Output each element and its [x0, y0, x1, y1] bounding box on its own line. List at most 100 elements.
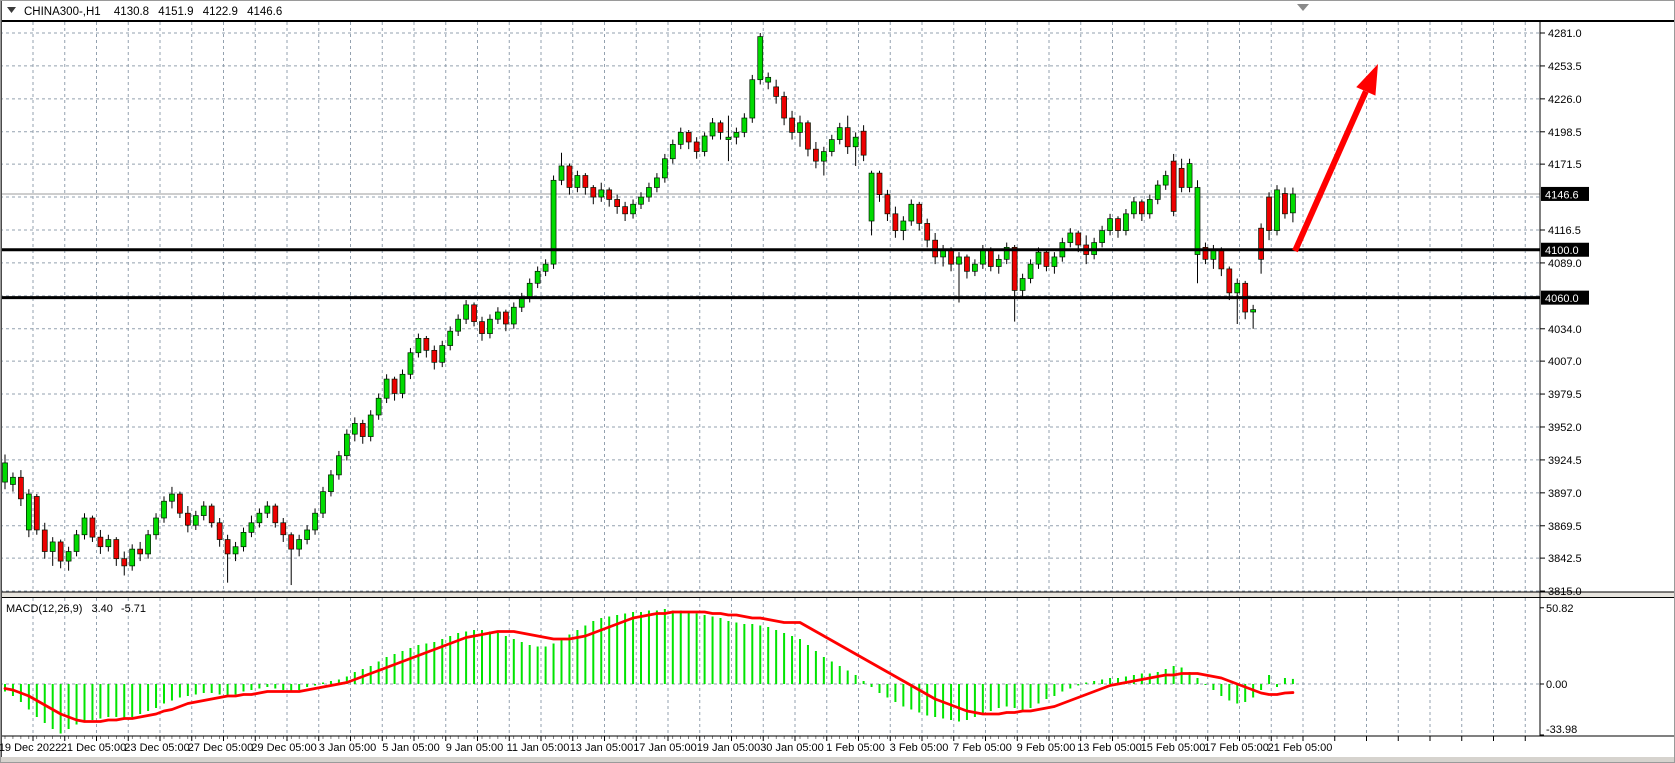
macd-histogram-bar — [163, 684, 165, 704]
candle-down — [789, 117, 795, 133]
candle-down — [57, 541, 64, 562]
candle-up — [1274, 189, 1280, 231]
macd-histogram-bar — [353, 672, 356, 684]
macd-histogram-bar — [727, 621, 730, 684]
price-axis-label: 4226.0 — [1548, 94, 1582, 106]
candle-down — [884, 194, 891, 215]
candle-up — [995, 258, 1002, 267]
macd-histogram-bar — [1220, 684, 1223, 696]
candle-down — [431, 349, 438, 363]
macd-histogram-bar — [1236, 684, 1239, 704]
price-axis-label: 3924.5 — [1548, 455, 1582, 467]
macd-histogram-bar — [1037, 684, 1040, 704]
candle-down — [590, 187, 597, 198]
macd-histogram-bar — [1260, 684, 1263, 690]
candle-down — [1266, 196, 1272, 231]
candle-down — [781, 96, 787, 119]
candle-down — [216, 522, 223, 540]
time-axis-label: 17 Feb 05:00 — [1204, 742, 1269, 754]
macd-histogram-bar — [552, 643, 555, 684]
candle-up — [399, 373, 406, 394]
macd-histogram-bar — [520, 642, 523, 684]
macd-histogram-bar — [59, 684, 62, 734]
macd-histogram-bar — [107, 684, 110, 717]
candle-down — [1178, 167, 1185, 188]
candle-up — [574, 175, 581, 188]
candle-up — [972, 263, 978, 272]
candle-down — [1170, 160, 1177, 212]
candle-up — [598, 189, 605, 198]
macd-histogram-bar — [958, 684, 960, 722]
candle-up — [828, 139, 835, 152]
candle-down — [208, 505, 215, 524]
macd-label: MACD(12,26,9) — [6, 603, 82, 615]
candle-up — [725, 136, 732, 140]
splitter-bar[interactable] — [0, 592, 1675, 598]
symbol-dropdown-icon[interactable] — [7, 7, 16, 13]
candles-layer[interactable] — [2, 33, 1296, 586]
macd-histogram-bar — [1109, 678, 1112, 684]
time-axis-label: 27 Dec 05:00 — [188, 742, 253, 754]
candle-down — [876, 172, 883, 196]
candle-up — [1186, 163, 1193, 188]
macd-histogram-bar — [496, 633, 499, 684]
macd-histogram-bar — [67, 684, 70, 729]
price-axis[interactable]: 4281.0 4253.5 4226.0 4198.5 4171.5 4116.5 4089… — [1540, 28, 1589, 736]
macd-histogram-bar — [965, 684, 968, 720]
candle-down — [1115, 218, 1121, 231]
price-axis-label: 4253.5 — [1548, 61, 1582, 73]
time-axis-label: 19 Dec 2022 — [0, 742, 61, 754]
macd-histogram-bar — [369, 666, 372, 684]
candle-down — [391, 378, 398, 394]
time-axis-label: 3 Jan 05:00 — [319, 742, 377, 754]
candle-up — [65, 551, 72, 562]
macd-histogram-bar — [759, 625, 762, 684]
macd-histogram-bar — [973, 684, 976, 717]
macd-histogram-bar — [1124, 676, 1127, 684]
macd-histogram-bar — [918, 684, 921, 713]
candle-up — [979, 249, 986, 265]
time-axis-label: 21 Dec 05:00 — [61, 742, 126, 754]
macd-histogram-bar — [1013, 684, 1016, 708]
candle-up — [956, 256, 962, 265]
macd-histogram-bar — [576, 630, 579, 684]
macd-histogram-bar — [600, 618, 603, 684]
macd-histogram-bar — [242, 684, 245, 692]
time-axis-label: 15 Feb 05:00 — [1141, 742, 1206, 754]
price-axis-label: 4007.0 — [1548, 356, 1582, 368]
macd-histogram-bar — [647, 610, 650, 684]
price-axis-label: 3869.5 — [1548, 521, 1582, 533]
candle-up — [733, 132, 740, 138]
candle-up — [1250, 309, 1257, 313]
macd-histogram-bar — [282, 684, 285, 690]
macd-histogram-bar — [401, 651, 404, 684]
candle-up — [81, 517, 88, 536]
macd-histogram-bar — [1069, 684, 1072, 689]
macd-histogram-bar — [663, 609, 666, 684]
candle-down — [1282, 193, 1288, 215]
macd-histogram-bar — [632, 612, 635, 684]
macd-histogram-bar — [608, 616, 611, 684]
candle-up — [73, 534, 80, 552]
candle-up — [1107, 218, 1113, 231]
candle-up — [550, 179, 557, 265]
candle-up — [10, 476, 16, 485]
candle-up — [256, 512, 263, 524]
macd-histogram-bar — [830, 661, 833, 684]
macd-value-main: 3.40 — [91, 603, 112, 615]
macd-histogram-bar — [155, 684, 158, 708]
candle-up — [558, 165, 565, 181]
macd-histogram-bar — [775, 630, 778, 684]
candle-down — [916, 203, 923, 224]
candle-up — [669, 144, 676, 160]
candle-up — [1290, 193, 1296, 214]
macd-histogram-bar — [1093, 681, 1096, 684]
candle-up — [741, 117, 748, 133]
pane-splitter[interactable] — [0, 591, 1675, 598]
macd-histogram-bar — [170, 684, 173, 701]
macd-histogram-bar — [377, 661, 380, 684]
